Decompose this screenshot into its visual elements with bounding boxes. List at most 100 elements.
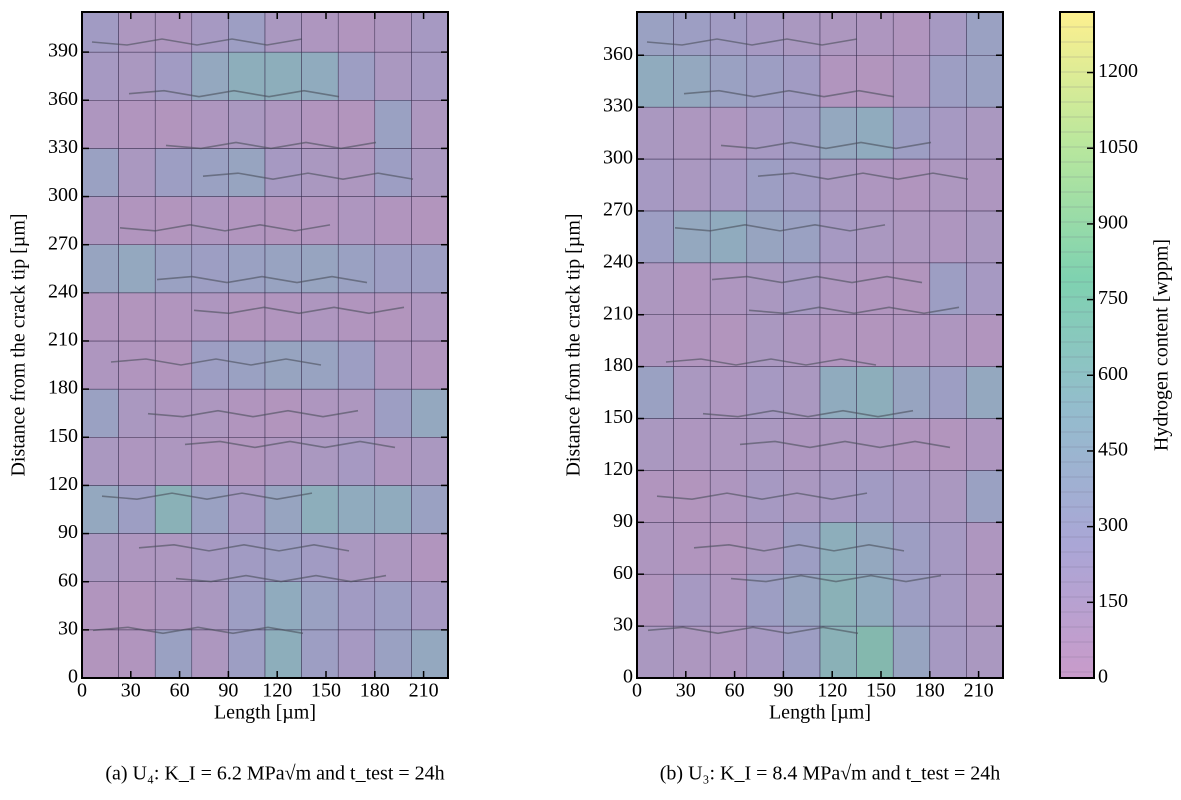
heat-cell [709,210,748,264]
heat-cell [374,533,412,582]
heat-cell [374,340,412,390]
heat-cell [337,485,376,534]
heat-cell [783,262,821,315]
heat-cell [301,100,339,149]
heat-cell [783,366,821,419]
x-tick-label: 30 [121,680,141,702]
heat-cell [966,262,1004,315]
heat-cell [228,244,266,294]
heat-cell [81,340,119,390]
colorbar-tick-label: 750 [1098,287,1128,309]
heat-cell [819,210,857,264]
y-tick-label: 270 [603,199,633,221]
crack [91,38,303,46]
heat-cell [892,573,931,627]
heat-cell [301,148,339,197]
y-tick-label: 0 [623,666,633,688]
heat-cell [966,210,1004,264]
crack [138,544,350,552]
heat-cell [81,11,119,53]
heat-cell [892,314,931,367]
heat-cell [673,158,711,212]
x-tick-label: 60 [725,680,745,702]
crack [693,544,905,552]
heat-cell [709,625,748,679]
heat-cell [636,573,674,627]
heat-cell [191,629,229,679]
x-tick-label: 120 [262,680,292,702]
heat-cell [783,11,821,56]
heat-cell [118,629,156,679]
heat-cell [636,11,674,56]
colorbar-tick-label: 0 [1098,666,1108,688]
crack [193,306,405,315]
heat-cell [856,54,894,108]
heat-cell [191,148,229,197]
heat-cell [374,629,412,679]
heat-cell [337,244,376,294]
crack [202,172,414,180]
heat-cell [673,366,711,419]
x-tick-label: 60 [170,680,190,702]
heat-cell [264,340,302,390]
heat-cell [966,314,1004,367]
caption: (b) U₃: K_I = 8.4 MPa√m and t_test = 24h [660,763,1000,785]
heat-cell [746,366,784,419]
heat-cell [81,100,119,149]
heat-cell [264,11,302,53]
y-tick-label: 240 [603,250,633,272]
heat-cell [673,314,711,367]
heat-cell [337,340,376,390]
heat-cell [337,533,376,582]
heat-cell [892,262,931,315]
crack [739,440,951,449]
heat-cell [636,522,674,575]
crack [674,224,886,232]
heat-cell [929,210,967,264]
heat-cell [709,158,748,212]
heat-cell [709,366,748,419]
heat-cell [154,629,193,679]
heat-cell [301,629,339,679]
heat-cell [301,485,339,534]
crack [156,275,368,284]
heat-cell [929,314,967,367]
heat-cell [411,485,449,534]
crack [147,409,359,418]
heat-cell [966,158,1004,212]
heat-cell [337,148,376,197]
heat-cell [81,196,119,245]
heat-cell [636,314,674,367]
heat-cell [929,54,967,108]
crack [101,492,313,500]
heat-cell [374,388,412,438]
x-tick-label: 210 [409,680,439,702]
y-tick-label: 60 [58,569,78,591]
crack [683,89,895,98]
x-tick-label: 120 [817,680,847,702]
y-tick-label: 30 [613,614,633,636]
heat-cell [81,629,119,679]
x-tick-label: 180 [915,680,945,702]
heat-cell [228,196,266,245]
heat-cell [337,196,376,245]
heat-cell [673,625,711,679]
y-tick-label: 390 [48,40,78,62]
heat-cell [636,262,674,315]
heat-cell [856,625,894,679]
heat-cell [228,100,266,149]
heat-cell [636,54,674,108]
x-tick-label: 150 [311,680,341,702]
heat-cell [264,581,302,631]
y-tick-label: 240 [48,280,78,302]
colorbar-tick-label: 900 [1098,212,1128,234]
y-tick-label: 270 [48,232,78,254]
y-tick-label: 180 [603,354,633,376]
heat-cell [191,437,229,486]
heat-cell [673,573,711,627]
heat-cell [118,485,156,534]
heat-cell [856,470,894,523]
heat-cell [264,629,302,679]
y-tick-label: 360 [48,88,78,110]
